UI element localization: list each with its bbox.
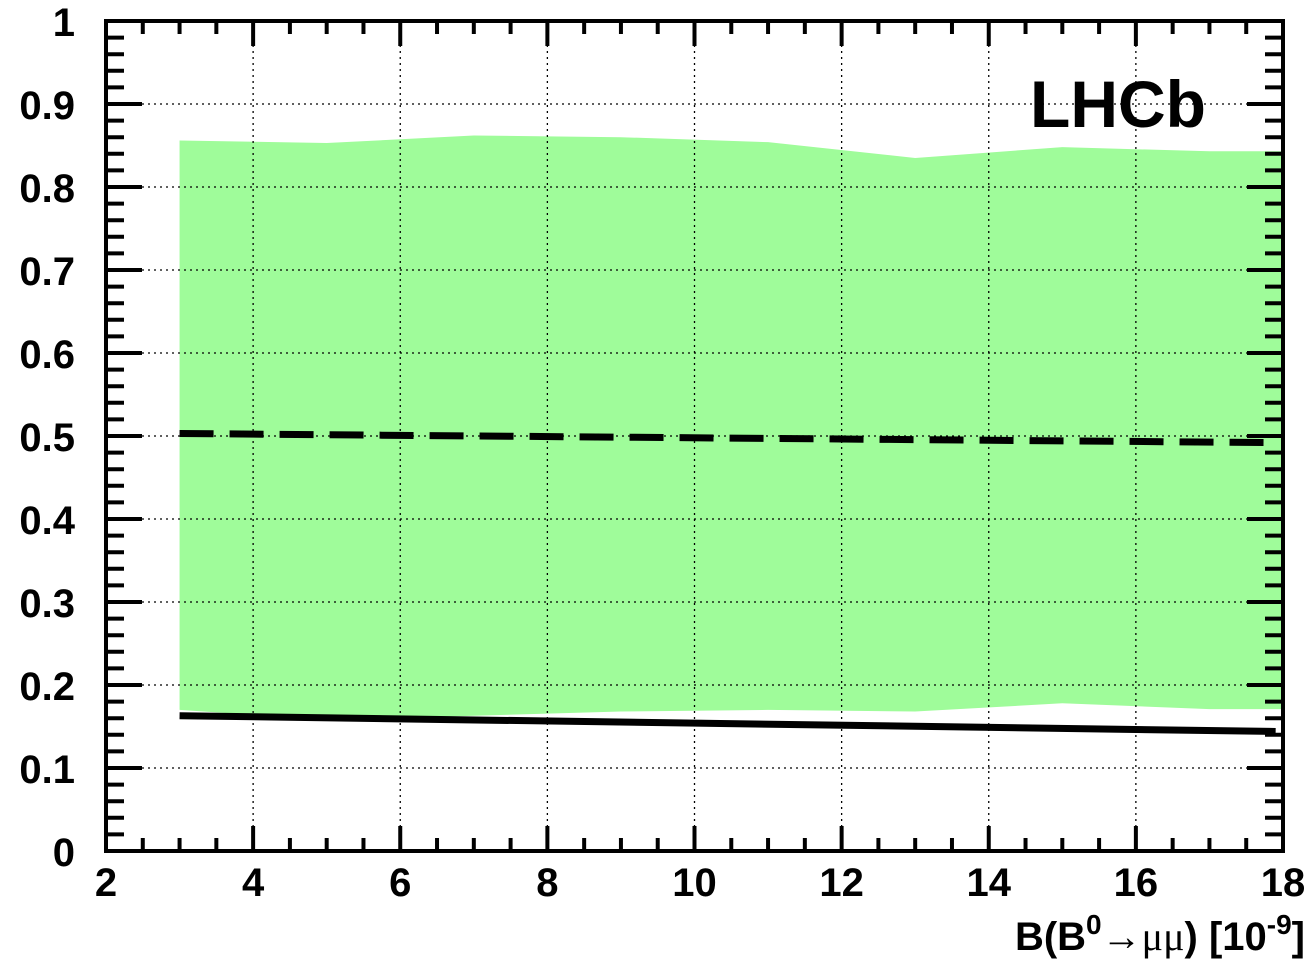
y-tick-label: 0.4 (19, 499, 75, 543)
tick-label-layer: 00.10.20.30.40.50.60.70.80.912 4 6 8 10 12 14 1… (19, 1, 1305, 905)
y-tick-label: 0.5 (19, 416, 75, 460)
y-tick-label: 0 (53, 831, 75, 875)
x-axis-title-arrow: → (1102, 915, 1142, 959)
x-tick-label: 14 (967, 861, 1012, 905)
y-tick-label: 0.3 (19, 582, 75, 626)
x-axis-title: B(B0→μμ) [10-9] (1015, 909, 1305, 959)
x-tick-label: 10 (672, 861, 717, 905)
y-tick-label: 0.6 (19, 333, 75, 377)
expected-band (179, 135, 1283, 720)
x-tick-label: 6 (389, 861, 411, 905)
y-tick-label: 0.9 (19, 84, 75, 128)
y-tick-label: 0.1 (19, 748, 75, 792)
x-tick-label: 16 (1114, 861, 1159, 905)
x-axis-title-mu: μμ (1142, 914, 1185, 959)
x-tick-label: 8 (536, 861, 558, 905)
lhcb-label: LHCb (1030, 67, 1206, 141)
series-layer (179, 430, 1276, 735)
y-tick-label: 1 (53, 1, 75, 45)
y-tick-label: 0.2 (19, 665, 75, 709)
x-axis-title-prefix: B(B (1015, 915, 1086, 959)
x-axis-title-unit: ) [10 (1185, 915, 1267, 959)
x-tick-label: 4 (242, 861, 265, 905)
dashed-series-line (179, 430, 1276, 447)
x-tick-label: 18 (1261, 861, 1306, 905)
frame-layer (104, 19, 1285, 853)
x-axis-title-superscript: 0 (1086, 909, 1102, 940)
solid-series-line (179, 712, 1276, 735)
y-tick-label: 0.7 (19, 250, 75, 294)
x-axis-title-unit-close: ] (1292, 915, 1305, 959)
expected-band-layer (179, 135, 1283, 720)
x-tick-label: 12 (819, 861, 864, 905)
x-tick-label: 2 (95, 861, 117, 905)
y-tick-label: 0.8 (19, 167, 75, 211)
x-axis-title-unit-superscript: -9 (1267, 909, 1292, 940)
